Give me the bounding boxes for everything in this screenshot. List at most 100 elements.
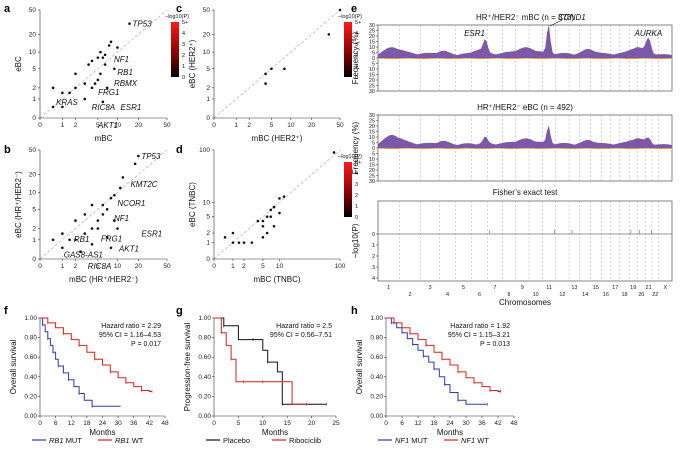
data-point [79, 250, 82, 254]
y-tick-label: 0.80 [370, 335, 383, 342]
data-point [250, 241, 254, 244]
data-point [83, 97, 87, 101]
y-tick-label: 50 [29, 7, 37, 14]
data-point [96, 227, 100, 230]
scatter-panel-b: 0 1 2 5 10 20 50 0 1 2 5 10 20 50 mBC (HR⁺/HER2⁻) eBC (… [14, 147, 171, 284]
data-point [256, 219, 260, 223]
chromosome-label: 16 [603, 292, 609, 298]
survival-curve [386, 317, 488, 405]
y-tick-label: 15 [369, 40, 375, 46]
x-tick-label: 20 [135, 122, 143, 129]
y-tick-label: 0.20 [198, 393, 211, 400]
colorbar-tick-label: 5+ [182, 20, 188, 26]
data-point [332, 151, 336, 154]
x-tick-label: 20 [308, 420, 316, 427]
panel-letter-f: f [4, 305, 8, 317]
x-tick-label: 1 [234, 122, 238, 129]
data-point [90, 59, 94, 63]
data-point [90, 242, 94, 246]
colorbar-tick-label: 3 [182, 42, 185, 48]
chromosome-label: 3 [429, 285, 432, 291]
x-tick-label: 2 [74, 122, 78, 129]
colorbar-tick-label: 1 [355, 64, 358, 70]
chromosome-label: 9 [521, 285, 524, 291]
data-point [105, 235, 109, 239]
x-tick-label: 30 [462, 420, 470, 427]
y-axis-label: Overall survival [355, 339, 364, 394]
chromosome-label: 2 [409, 292, 412, 298]
chromosome-label: 19 [630, 285, 636, 291]
data-point [113, 219, 116, 222]
y-tick-label: 1.00 [370, 315, 383, 322]
gene-label: RB1 [74, 235, 90, 244]
y-axis-label: eBC [14, 56, 23, 72]
y-tick-label: 1.00 [198, 315, 211, 322]
km-panel-h: 0 6 12 18 24 30 36 42 48 0.00 0.20 0.40 0.60 0.80 1.00… [355, 315, 518, 445]
colorbar-tick-label: 1 [355, 204, 358, 210]
stat-text: Hazard ratio = 1.92 [450, 323, 510, 330]
panel-letter-a: a [4, 3, 11, 15]
survival-curve [214, 317, 307, 405]
panel-letter-e: e [351, 3, 357, 15]
x-tick-label: 5 [96, 122, 100, 129]
data-point [265, 231, 269, 235]
survival-curve [214, 317, 327, 405]
data-point [278, 211, 281, 215]
colorbar [344, 22, 352, 77]
colorbar-tick-label: 0 [182, 75, 185, 81]
data-point [272, 224, 276, 228]
y-tick-label: 0.00 [370, 413, 383, 420]
y-tick-label: 0.80 [24, 335, 37, 342]
data-point [103, 53, 107, 57]
stat-text: Hazard ratio = 2.29 [101, 323, 161, 330]
data-point [51, 238, 55, 242]
y-tick-label: 1 [32, 237, 36, 244]
x-tick-label: 50 [336, 122, 344, 129]
x-tick-label: 30 [115, 420, 123, 427]
x-axis-label: mBC (HR⁺/HER2⁻) [69, 275, 138, 284]
panel-letter-h: h [351, 305, 358, 317]
x-tick-label: 10 [276, 263, 284, 270]
data-point [74, 238, 77, 242]
colorbar-tick-label: 3 [355, 182, 358, 188]
deletion-area [378, 148, 672, 150]
x-tick-label: 0 [384, 420, 388, 427]
y-tick-label: 0.80 [198, 335, 211, 342]
y-tick-label: 1 [372, 243, 375, 249]
data-point [264, 82, 267, 85]
data-point [242, 241, 246, 244]
y-axis-label: eBC (HER2⁺) [188, 39, 197, 88]
y-tick-label: 20 [369, 34, 375, 40]
x-tick-label: 36 [130, 420, 138, 427]
y-tick-label: 0 [206, 115, 210, 122]
data-point [51, 105, 55, 109]
y-tick-label: 5 [206, 66, 210, 73]
y-tick-label: 0.40 [370, 374, 383, 381]
data-point [101, 100, 105, 104]
data-point [121, 176, 125, 179]
y-axis-label: −log10(P) [351, 223, 360, 258]
data-point [137, 154, 140, 158]
x-axis-label: Months [89, 428, 115, 437]
stat-text: P = 0.017 [131, 341, 161, 348]
y-tick-label: 5 [372, 62, 375, 68]
y-axis-label: eBC (TNBC) [188, 182, 197, 227]
y-tick-label: 10 [29, 190, 37, 197]
legend-gene: NF1 [461, 436, 475, 445]
y-tick-label: 0.20 [370, 393, 383, 400]
gene-label: RIC8A [88, 262, 112, 271]
gene-annotation: AURKA [634, 29, 663, 38]
chromosome-label: 14 [582, 292, 588, 298]
y-tick-label: 20 [29, 172, 37, 179]
colorbar-title: −log10(P) [338, 154, 362, 160]
data-point [261, 219, 265, 223]
data-point [133, 162, 137, 166]
diagonal-line [213, 149, 341, 260]
data-point [90, 203, 94, 207]
gene-label: NF1 [114, 214, 129, 223]
x-tick-label: 48 [510, 420, 518, 427]
chromosome-label: 13 [571, 285, 577, 291]
y-tick-label: 10 [203, 199, 211, 206]
